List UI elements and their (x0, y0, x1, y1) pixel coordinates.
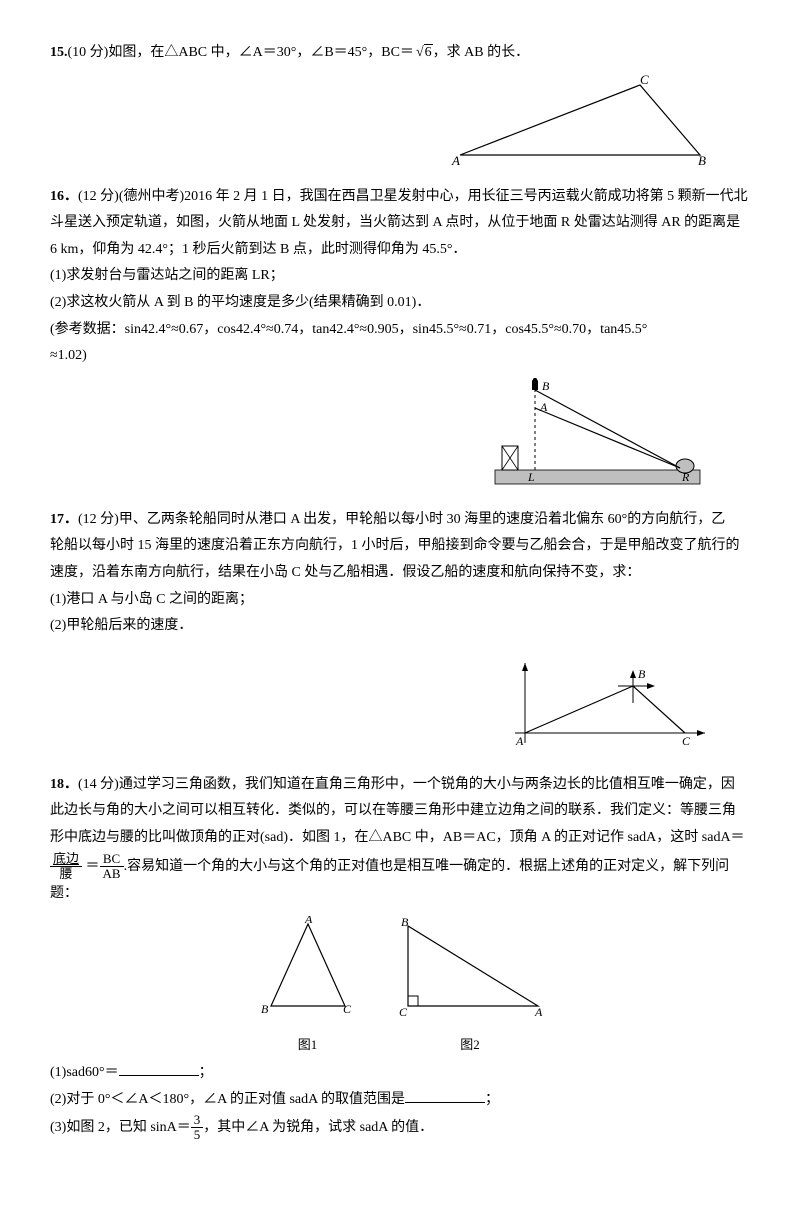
problem-15: 15.(10 分)如图，在△ABC 中，∠A＝30°，∠B＝45°，BC＝ 6，求… (50, 40, 750, 67)
sqrt-expr: 6 (414, 40, 433, 67)
problem-number: 18． (50, 777, 78, 792)
q3: (3)如图 2，已知 sinA＝35，其中∠A 为锐角，试求 sadA 的值． (50, 1113, 750, 1143)
eq: ＝ (86, 859, 100, 874)
frac-den: 腰 (50, 867, 82, 881)
source: (德州中考) (119, 189, 184, 204)
q1: (1)求发射台与雷达站之间的距离 LR； (50, 263, 750, 290)
problem-18: 18．(14 分)通过学习三角函数，我们知道在直角三角形中，一个锐角的大小与两条… (50, 772, 750, 908)
q2: (2)求这枚火箭从 A 到 B 的平均速度是多少(结果精确到 0.01)． (50, 290, 750, 317)
q1: (1)sad60°＝ ； (50, 1060, 750, 1087)
frac-den: 5 (191, 1128, 204, 1142)
label-b: B (638, 667, 646, 681)
label-a: A (534, 1005, 543, 1019)
q3b: ，其中∠A 为锐角，试求 sadA 的值． (203, 1120, 433, 1135)
line3: 形中底边与腰的比叫做顶角的正对(sad)．如图 1，在△ABC 中，AB＝AC，… (50, 825, 750, 852)
frac-num: 底边 (50, 852, 82, 867)
radicand: 6 (424, 44, 433, 60)
label-b: B (401, 916, 409, 929)
frac-num: 3 (191, 1113, 204, 1128)
q1: (1)港口 A 与小岛 C 之间的距离； (50, 587, 750, 614)
figure-15: A B C (50, 75, 710, 170)
q2: (2)对于 0°＜∠A＜180°，∠A 的正对值 sadA 的取值范围是 ； (50, 1087, 750, 1114)
frac-den: AB (100, 867, 124, 881)
label-c: C (343, 1002, 352, 1016)
points: (12 分) (78, 189, 119, 204)
problem-number: 16． (50, 189, 78, 204)
line1: 通过学习三角函数，我们知道在直角三角形中，一个锐角的大小与两条边长的比值相互唯一… (119, 777, 735, 792)
fig2-caption: 图2 (393, 1033, 548, 1058)
blank-2[interactable] (405, 1088, 485, 1103)
text: 如图，在△ABC 中，∠A＝30°，∠B＝45°，BC＝ (108, 45, 414, 60)
triangle-abc: A B C (450, 75, 710, 170)
line1: 甲、乙两条轮船同时从港口 A 出发，甲轮船以每小时 30 海里的速度沿着北偏东 … (119, 512, 725, 527)
figure-18-1: A B C 图1 (253, 916, 363, 1058)
line3: 速度，沿着东南方向航行，结果在小岛 C 处与乙船相遇．假设乙船的速度和航向保持不… (50, 560, 750, 587)
frac-num: BC (100, 852, 124, 867)
label-a: A (304, 916, 313, 926)
problem-number: 17． (50, 512, 78, 527)
label-c: C (399, 1005, 408, 1019)
blank-1[interactable] (119, 1061, 199, 1076)
figure-18-row: A B C 图1 B C A 图2 (50, 916, 750, 1058)
label-b: B (698, 153, 706, 168)
line4-text: 容易知道一个角的大小与这个角的正对值也是相互唯一确定的．根据上述角的正对定义，解… (50, 859, 729, 902)
text-tail: ，求 AB 的长． (433, 45, 529, 60)
label-l: L (527, 470, 535, 484)
ref1: (参考数据：sin42.4°≈0.67，cos42.4°≈0.74，tan42.… (50, 317, 750, 344)
figure-17: A B C (50, 648, 710, 758)
q2: (2)甲轮船后来的速度． (50, 613, 750, 640)
line2: 轮船以每小时 15 海里的速度沿着正东方向航行，1 小时后，甲船接到命令要与乙船… (50, 533, 750, 560)
frac-def: 底边腰 (50, 852, 82, 882)
line1: 2016 年 2 月 1 日，我国在西昌卫星发射中心，用长征三号丙运载火箭成功将… (184, 189, 748, 204)
q1b: ； (199, 1065, 213, 1080)
points: (14 分) (78, 777, 119, 792)
points: (10 分) (68, 45, 109, 60)
ref2: ≈1.02) (50, 343, 750, 370)
rocket-diagram: A B L R (490, 378, 710, 493)
line2: 此边长与角的大小之间可以相互转化．类似的，可以在等腰三角形中建立边角之间的联系．… (50, 798, 750, 825)
q3a: (3)如图 2，已知 sinA＝ (50, 1120, 191, 1135)
label-b: B (261, 1002, 269, 1016)
line4: 底边腰 ＝BCAB.容易知道一个角的大小与这个角的正对值也是相互唯一确定的．根据… (50, 852, 750, 908)
line3: 6 km，仰角为 42.4°；1 秒后火箭到达 B 点，此时测得仰角为 45.5… (50, 237, 750, 264)
q2b: ； (485, 1092, 499, 1107)
fig1-caption: 图1 (253, 1033, 363, 1058)
right-triangle: B C A (393, 916, 548, 1021)
problem-17: 17．(12 分)甲、乙两条轮船同时从港口 A 出发，甲轮船以每小时 30 海里… (50, 507, 750, 640)
label-a: A (451, 153, 460, 168)
figure-18-2: B C A 图2 (393, 916, 548, 1058)
ships-diagram: A B C (510, 648, 710, 758)
isoceles-triangle: A B C (253, 916, 363, 1021)
label-c: C (640, 75, 649, 87)
points: (12 分) (78, 512, 119, 527)
q1a: (1)sad60°＝ (50, 1065, 119, 1080)
label-a: A (515, 734, 524, 748)
problem-16: 16．(12 分)(德州中考)2016 年 2 月 1 日，我国在西昌卫星发射中… (50, 184, 750, 370)
label-r: R (681, 470, 690, 484)
frac-3-5: 35 (191, 1113, 204, 1143)
problem-number: 15. (50, 45, 68, 60)
label-b: B (542, 379, 550, 393)
label-a: A (539, 400, 548, 414)
line2: 斗星送入预定轨道，如图，火箭从地面 L 处发射，当火箭达到 A 点时，从位于地面… (50, 210, 750, 237)
figure-16: A B L R (50, 378, 710, 493)
frac-bc-ab: BCAB (100, 852, 124, 882)
q2a: (2)对于 0°＜∠A＜180°，∠A 的正对值 sadA 的取值范围是 (50, 1092, 405, 1107)
problem-18-questions: (1)sad60°＝ ； (2)对于 0°＜∠A＜180°，∠A 的正对值 sad… (50, 1060, 750, 1143)
label-c: C (682, 734, 691, 748)
